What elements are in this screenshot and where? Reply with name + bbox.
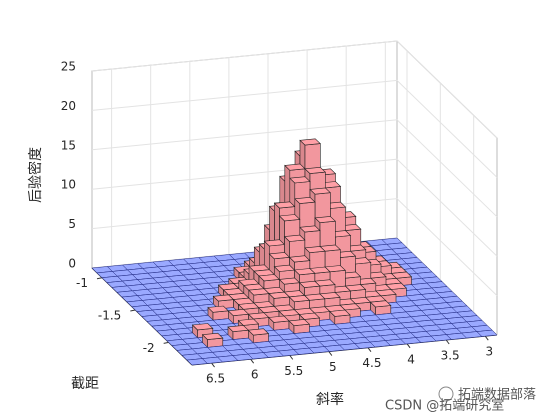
x-tick (250, 358, 255, 364)
bar-top-face (314, 216, 336, 224)
y-tick-label: -1.5 (98, 309, 121, 323)
x-tick (445, 339, 450, 345)
bar-top-face (288, 255, 311, 263)
bar-top-face (237, 318, 260, 326)
bar (247, 328, 270, 344)
bar-top-face (304, 166, 326, 174)
bar (186, 358, 208, 366)
y-tick-label: -1 (76, 276, 88, 290)
grid-line (91, 198, 498, 296)
z-tick-label: 5 (68, 217, 76, 231)
bar-top-face (288, 295, 311, 303)
z-tick-label: 10 (61, 178, 76, 192)
bar (227, 325, 249, 341)
bar-top-face (294, 196, 316, 204)
bar (201, 332, 224, 349)
x-tick (211, 362, 215, 368)
x-tick-label: 4.5 (362, 356, 381, 370)
bar (329, 309, 351, 326)
watermark-icon (438, 386, 454, 402)
grid-line (91, 79, 498, 178)
y-tick (96, 277, 103, 280)
x-tick-label: 5.5 (284, 364, 303, 378)
y-tick-label: -2 (143, 341, 155, 355)
bar-top-face (289, 176, 311, 184)
bar-top-face (299, 138, 321, 146)
x-tick-label: 6 (251, 368, 259, 382)
z-tick-label: 15 (61, 138, 76, 152)
z-tick-label: 25 (61, 60, 76, 74)
x-tick-label: 6.5 (206, 372, 225, 386)
x-tick (289, 355, 294, 360)
y-tick (130, 309, 136, 312)
bar-top-face (201, 332, 224, 340)
x-tick-label: 5 (329, 360, 337, 374)
x-tick (328, 351, 333, 356)
grid-line (91, 119, 498, 218)
bar-top-face (299, 225, 321, 233)
bar-top-face (369, 300, 392, 308)
bar-top-face (283, 234, 306, 242)
x-tick (406, 343, 411, 349)
y-axis-label: 截距 (71, 376, 99, 392)
bar (369, 300, 392, 316)
x-axis-label: 斜率 (316, 391, 344, 408)
bar-top-face (278, 214, 301, 222)
x-tick (367, 347, 372, 352)
watermark-credit: CSDN @拓端研究室 (385, 398, 504, 414)
bar-top-face (304, 246, 326, 254)
z-tick-label: 0 (68, 257, 76, 271)
x-tick-label: 4 (407, 352, 415, 366)
floor-cell (186, 358, 208, 366)
bar-top-face (298, 312, 321, 320)
x-tick (484, 335, 489, 341)
watermark-brand: 拓端数据部落 (458, 388, 536, 403)
x-tick-label: 3.5 (441, 349, 460, 363)
grid-line (91, 40, 498, 139)
bar (288, 319, 310, 335)
grid-line (91, 158, 498, 257)
z-axis-label: 后验密度 (27, 147, 44, 203)
bar-top-face (298, 280, 321, 288)
bar-top-face (288, 319, 310, 327)
bar-top-face (191, 323, 214, 331)
bar-top-face (309, 187, 331, 195)
y-tick (163, 341, 169, 344)
bar-top-face (329, 309, 351, 317)
bars (91, 138, 498, 366)
bar-top-face (247, 328, 270, 336)
x-tick-label: 3 (485, 345, 493, 359)
bar-top-face (293, 268, 316, 276)
z-tick-label: 20 (61, 99, 76, 113)
